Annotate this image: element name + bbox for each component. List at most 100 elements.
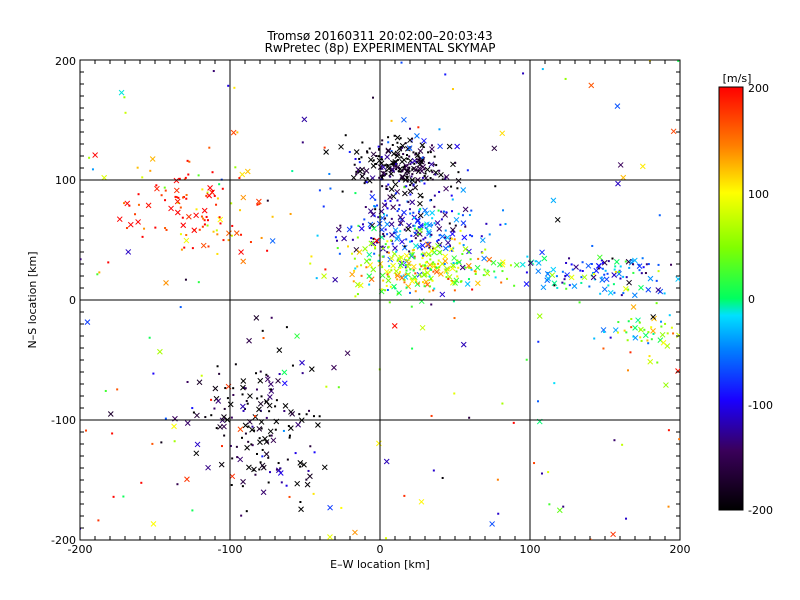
data-point-dot <box>632 271 635 274</box>
data-point-x <box>388 255 395 262</box>
data-point-dot <box>356 293 359 296</box>
data-point-dot <box>258 468 261 471</box>
data-point-dot <box>436 240 439 243</box>
data-point-x <box>540 284 547 291</box>
data-point-dot <box>269 471 272 474</box>
data-point-dot <box>402 153 405 156</box>
data-point-x <box>186 213 192 220</box>
data-point-dot <box>266 249 269 252</box>
data-point-x <box>289 411 296 417</box>
data-point-dot <box>473 270 476 273</box>
data-point-dot <box>210 398 213 401</box>
data-point-dot <box>173 440 176 443</box>
data-point-dot <box>179 306 182 309</box>
data-point-dot <box>186 380 189 383</box>
data-point-x <box>154 185 160 192</box>
data-point-dot <box>630 259 633 262</box>
data-point-dot <box>305 413 308 416</box>
data-point-dot <box>450 185 453 188</box>
data-point-x <box>407 188 414 195</box>
data-point-dot <box>412 184 415 187</box>
data-point-x <box>149 156 156 162</box>
data-point-dot <box>275 399 278 402</box>
data-point-dot <box>481 251 484 254</box>
data-point-x <box>163 280 169 286</box>
data-point-dot <box>400 61 403 64</box>
data-point-dot <box>403 494 406 497</box>
data-point-dot <box>396 278 399 281</box>
data-point-dot <box>270 434 273 437</box>
data-point-x <box>251 466 257 473</box>
data-point-dot <box>406 173 409 176</box>
data-point-dot <box>202 217 205 220</box>
data-point-dot <box>91 168 94 171</box>
data-point-dot <box>381 174 384 177</box>
data-point-dot <box>627 288 630 291</box>
data-point-x <box>460 341 467 348</box>
data-point-dot <box>407 201 410 204</box>
data-point-dot <box>353 269 356 272</box>
data-point-dot <box>650 338 653 341</box>
data-point-dot <box>438 190 441 193</box>
data-point-dot <box>469 258 472 261</box>
data-point-x <box>474 264 481 271</box>
data-point-dot <box>430 414 433 417</box>
data-point-dot <box>417 233 420 236</box>
data-point-dot <box>251 425 254 428</box>
data-point-dot <box>381 158 384 161</box>
data-point-dot <box>616 331 619 334</box>
data-point-x <box>307 473 313 480</box>
data-point-dot <box>592 271 595 274</box>
data-point-x <box>590 274 597 281</box>
data-point-dot <box>386 233 389 236</box>
data-point-dot <box>406 157 409 160</box>
data-point-dot <box>356 265 359 268</box>
data-point-x <box>101 174 108 181</box>
data-point-dot <box>380 288 383 291</box>
data-point-dot <box>609 336 612 339</box>
data-point-x <box>388 221 395 228</box>
data-point-dot <box>429 278 432 281</box>
data-point-dot <box>325 385 328 388</box>
data-point-x <box>256 426 263 432</box>
data-point-dot <box>525 358 528 361</box>
data-point-x <box>237 426 244 433</box>
data-point-x <box>124 200 131 207</box>
data-point-dot <box>423 168 426 171</box>
data-point-dot <box>658 214 661 217</box>
data-point-x <box>632 334 639 341</box>
data-point-dot <box>418 263 421 266</box>
data-point-dot <box>405 269 408 272</box>
data-point-x <box>298 506 304 513</box>
data-point-dot <box>282 429 285 432</box>
data-point-x <box>465 262 472 269</box>
data-point-dot <box>383 213 386 216</box>
data-point-dot <box>453 392 456 395</box>
data-point-x <box>462 206 469 213</box>
data-point-dot <box>387 183 390 186</box>
data-point-x <box>446 143 453 150</box>
data-point-dot <box>328 172 331 175</box>
data-point-dot <box>137 203 140 206</box>
data-point-dot <box>187 173 190 176</box>
data-point-x <box>350 174 357 181</box>
data-point-dot <box>241 393 244 396</box>
data-point-dot <box>382 247 385 250</box>
data-point-x <box>615 180 621 187</box>
data-point-dot <box>403 165 406 168</box>
data-point-dot <box>210 414 213 417</box>
data-point-dot <box>418 209 421 212</box>
data-point-x <box>392 181 399 188</box>
data-point-dot <box>433 155 436 158</box>
data-point-x <box>267 428 274 435</box>
data-point-dot <box>377 155 380 158</box>
data-point-dot <box>541 68 544 71</box>
data-point-dot <box>613 439 616 442</box>
data-point-dot <box>459 229 462 232</box>
data-point-x <box>281 369 288 376</box>
data-point-x <box>433 269 440 275</box>
data-point-x <box>227 401 234 408</box>
data-point-dot <box>358 157 361 160</box>
data-point-dot <box>630 318 633 321</box>
data-point-dot <box>230 234 233 237</box>
